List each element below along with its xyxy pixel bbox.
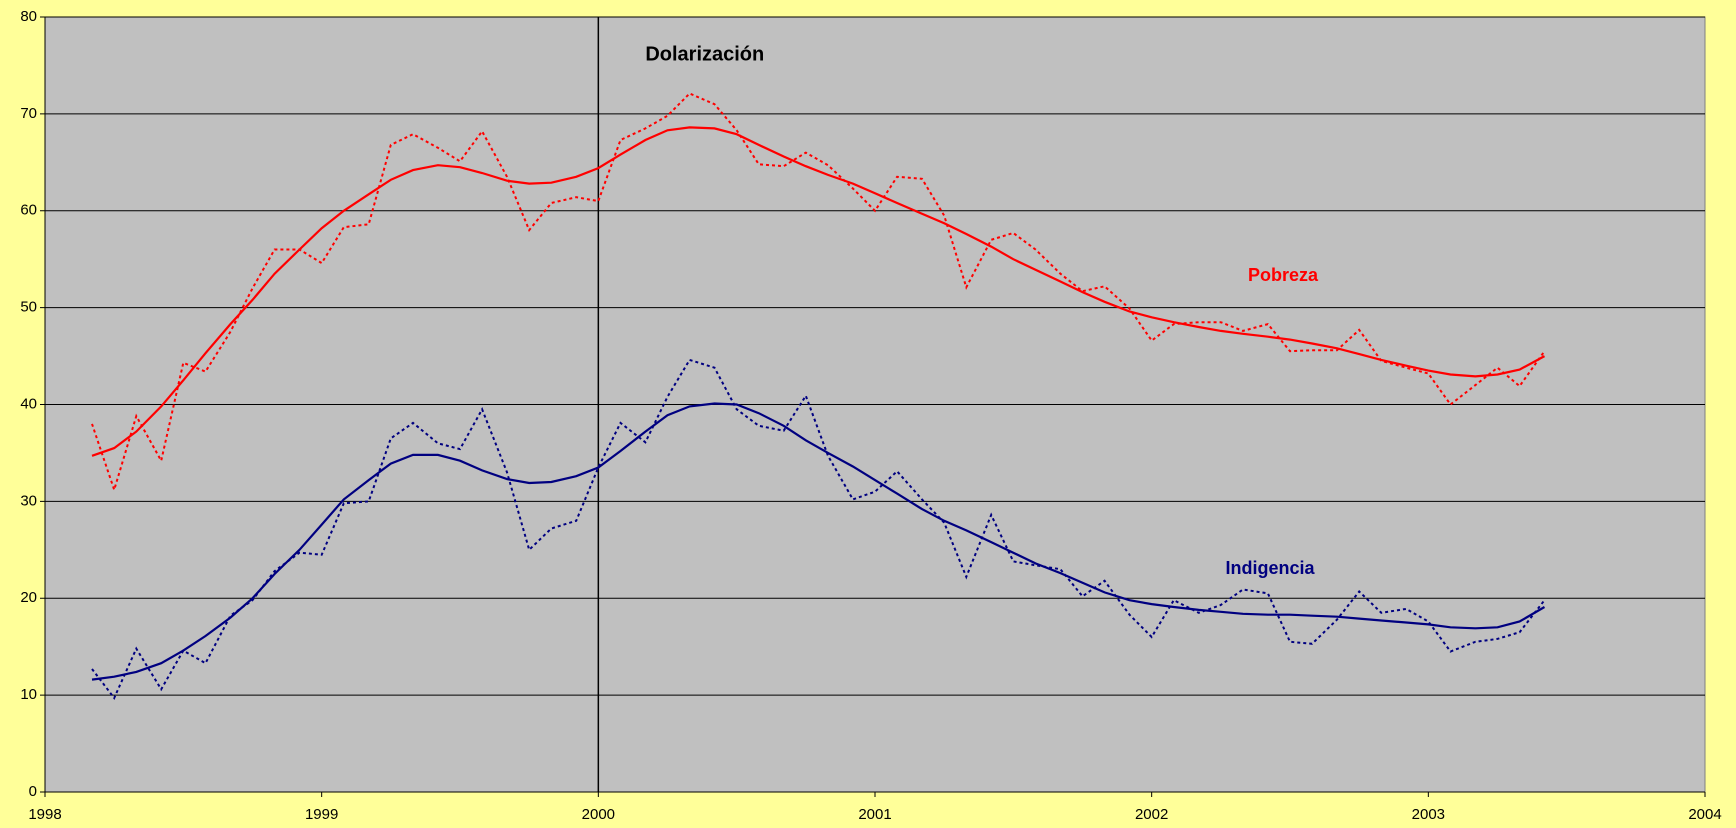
y-tick-label: 40 bbox=[20, 395, 37, 412]
x-tick-label: 2003 bbox=[1412, 806, 1445, 823]
series-line bbox=[91, 126, 1546, 457]
x-tick-label: 2001 bbox=[858, 806, 891, 823]
x-tick-label: 2002 bbox=[1135, 806, 1168, 823]
series-label: Pobreza bbox=[1248, 265, 1319, 285]
x-tick-label: 2000 bbox=[582, 806, 615, 823]
series-line bbox=[91, 358, 1546, 700]
y-tick-label: 70 bbox=[20, 105, 37, 122]
y-tick-label: 60 bbox=[20, 202, 37, 219]
marker-label: Dolarización bbox=[645, 43, 764, 65]
y-tick-label: 0 bbox=[29, 783, 37, 800]
y-tick-label: 50 bbox=[20, 299, 37, 316]
series-label: Indigencia bbox=[1225, 558, 1315, 578]
x-tick-label: 1998 bbox=[28, 806, 61, 823]
x-tick-label: 2004 bbox=[1688, 806, 1721, 823]
y-tick-label: 20 bbox=[20, 589, 37, 606]
y-tick-label: 30 bbox=[20, 492, 37, 509]
x-tick-label: 1999 bbox=[305, 806, 338, 823]
y-tick-label: 10 bbox=[20, 686, 37, 703]
series-line bbox=[91, 402, 1546, 681]
y-tick-label: 80 bbox=[20, 8, 37, 25]
series-line bbox=[91, 92, 1546, 494]
